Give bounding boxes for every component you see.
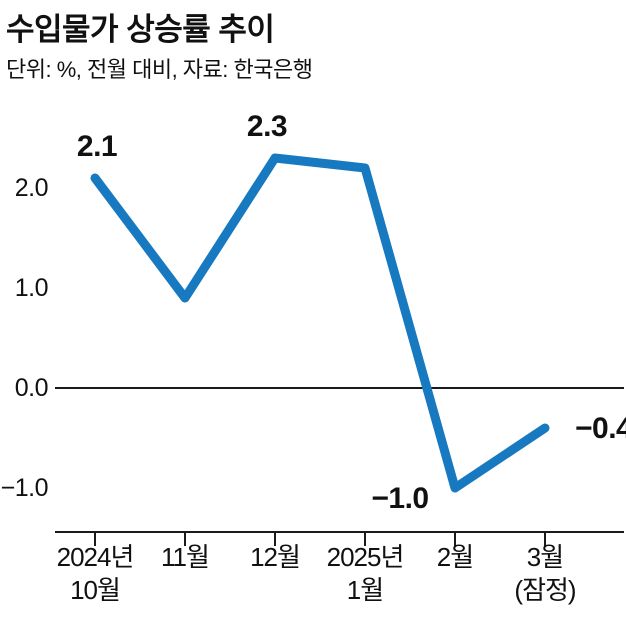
x-axis-label: (잠정) (514, 575, 575, 605)
x-axis-label: 2025년 (327, 542, 404, 572)
value-label: −1.0 (371, 482, 428, 515)
x-axis-label: 2024년 (57, 542, 134, 572)
x-axis-label: 10월 (70, 575, 120, 605)
y-tick-label: 2.0 (15, 174, 48, 202)
x-axis-label: 3월 (527, 542, 563, 572)
value-label: 2.1 (77, 130, 117, 163)
y-tick-label: −1.0 (1, 474, 48, 502)
chart-title: 수입물가 상승률 추이 (6, 12, 275, 47)
value-label: −0.4 (575, 412, 626, 445)
chart-subtitle: 단위: %, 전월 대비, 자료: 한국은행 (6, 57, 313, 82)
value-label: 2.3 (247, 110, 287, 143)
x-axis-label: 12월 (250, 542, 300, 572)
series-line (90, 153, 550, 493)
x-axis-label: 2월 (437, 542, 473, 572)
y-tick-label: 1.0 (15, 274, 48, 302)
y-tick-label: 0.0 (15, 374, 48, 402)
x-axis-label: 11월 (161, 542, 209, 572)
x-axis-label: 1월 (347, 575, 383, 605)
